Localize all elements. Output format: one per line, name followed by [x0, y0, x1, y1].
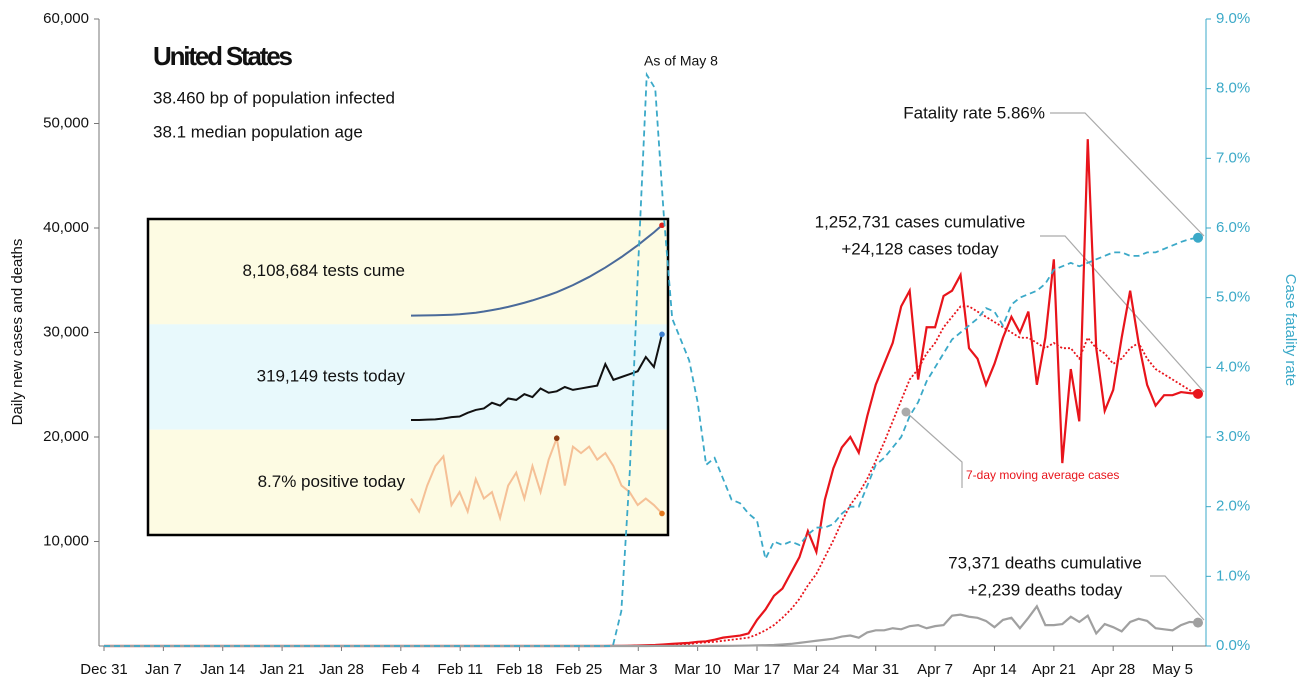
- connector: [905, 411, 963, 488]
- connector-dot: [901, 407, 911, 417]
- x-tick-label: Mar 31: [852, 661, 899, 678]
- inset-band: [148, 219, 668, 325]
- connector: [1040, 235, 1205, 393]
- inset-label: 8.7% positive today: [258, 472, 406, 491]
- inset-band: [148, 429, 668, 535]
- connectors: [905, 112, 1205, 621]
- x-tick-label: Mar 24: [793, 661, 840, 678]
- y-tick-label: 10,000: [43, 532, 89, 549]
- y-tick-label: 50,000: [43, 114, 89, 131]
- inset-line: [410, 434, 663, 522]
- x-tick-label: Feb 25: [556, 661, 603, 678]
- inset-line: [411, 334, 663, 421]
- end-marker: [1193, 232, 1203, 243]
- y2-tick-label: 2.0%: [1216, 498, 1250, 515]
- y2-tick-label: 3.0%: [1216, 428, 1250, 445]
- x-tick-label: Jan 7: [145, 661, 182, 678]
- y2-axis-title: Case fatality rate: [1282, 274, 1299, 387]
- inset-marker: [659, 222, 665, 229]
- y2-tick-label: 0.0%: [1216, 637, 1250, 654]
- x-tick-label: Mar 17: [734, 661, 781, 678]
- y-tick-label: 40,000: [43, 219, 89, 236]
- x-tick-label: Apr 21: [1032, 661, 1076, 678]
- x-tick-label: Apr 28: [1091, 661, 1135, 678]
- connector: [1050, 112, 1205, 237]
- y2-tick-label: 6.0%: [1216, 219, 1250, 236]
- x-tick-label: Jan 14: [200, 661, 245, 678]
- annotation: +24,128 cases today: [841, 239, 999, 258]
- inset-marker: [659, 331, 665, 338]
- annotation: +2,239 deaths today: [968, 580, 1123, 599]
- inset-marker: [659, 510, 665, 517]
- x-tick-label: Jan 28: [319, 661, 364, 678]
- x-tick-label: Dec 31: [80, 661, 128, 678]
- x-tick-label: Apr 7: [917, 661, 953, 678]
- inset-label: 8,108,684 tests cume: [242, 261, 405, 280]
- y2-tick-label: 4.0%: [1216, 358, 1250, 375]
- annotation: 73,371 deaths cumulative: [948, 553, 1142, 572]
- y-tick-label: 20,000: [43, 428, 89, 445]
- x-tick-label: Mar 3: [619, 661, 657, 678]
- series-line: [104, 604, 1199, 648]
- series-line: [104, 305, 1199, 647]
- y2-tick-label: 7.0%: [1216, 149, 1250, 166]
- annotation: 7-day moving average cases: [966, 468, 1119, 482]
- end-marker: [1193, 388, 1203, 399]
- y-tick-label: 60,000: [43, 10, 89, 27]
- end-marker: [1193, 617, 1203, 628]
- y2-tick-label: 8.0%: [1216, 80, 1250, 97]
- chart-title: United States: [153, 41, 293, 71]
- y2-tick-label: 5.0%: [1216, 289, 1250, 306]
- inset-band: [148, 324, 668, 430]
- x-tick-label: May 5: [1152, 661, 1193, 678]
- subtitle: 38.460 bp of population infected: [153, 88, 395, 107]
- y-axis-title: Daily new cases and deaths: [9, 239, 26, 426]
- x-tick-label: Feb 18: [496, 661, 543, 678]
- y2-tick-label: 9.0%: [1216, 10, 1250, 27]
- subtitle: 38.1 median population age: [153, 122, 363, 141]
- x-tick-label: Jan 21: [260, 661, 305, 678]
- connector: [1150, 575, 1205, 621]
- x-tick-label: Feb 4: [382, 661, 420, 678]
- inset-line: [410, 224, 663, 317]
- y-tick-label: 30,000: [43, 323, 89, 340]
- annotation: As of May 8: [644, 53, 718, 69]
- inset-frame: [146, 217, 670, 537]
- y2-tick-label: 1.0%: [1216, 567, 1250, 584]
- annotation: Fatality rate 5.86%: [903, 103, 1045, 122]
- x-tick-label: Apr 14: [972, 661, 1016, 678]
- x-tick-label: Feb 11: [437, 661, 483, 678]
- inset-marker: [553, 435, 560, 442]
- x-tick-label: Mar 10: [674, 661, 721, 678]
- series-line: [104, 71, 1199, 647]
- annotation: 1,252,731 cases cumulative: [815, 212, 1026, 231]
- inset-label: 319,149 tests today: [257, 366, 406, 385]
